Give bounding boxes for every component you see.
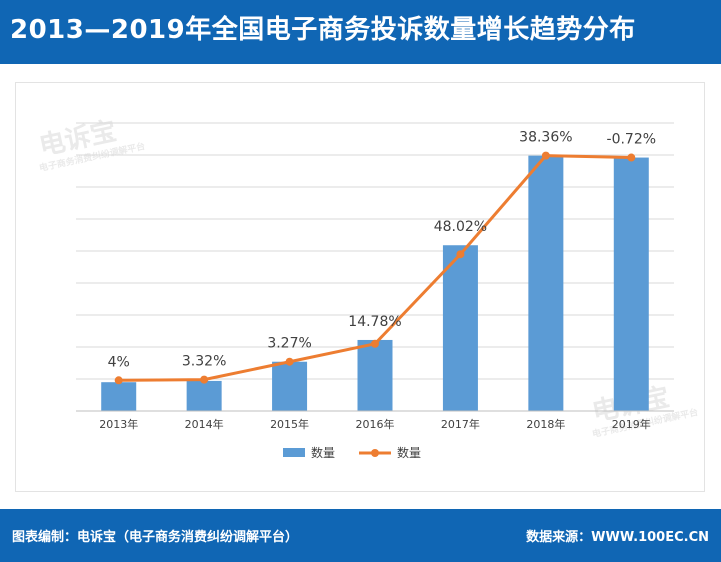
line-point <box>200 375 209 384</box>
x-tick-label: 2019年 <box>612 417 651 431</box>
bar <box>357 339 393 411</box>
bar <box>101 382 137 411</box>
chart-svg: 2013年 2014年 2015年 2016年 2017年 2018年 2019年 4% 3.… <box>76 122 674 460</box>
data-label: 3.32% <box>182 354 226 370</box>
header-banner: 2013—2019年全国电子商务投诉数量增长趋势分布 <box>0 0 721 64</box>
data-label: 14.78% <box>348 314 401 330</box>
bar <box>186 380 222 411</box>
bar <box>613 157 649 411</box>
x-tick-label: 2016年 <box>356 417 395 431</box>
line-point <box>371 339 379 348</box>
line-point <box>627 153 636 162</box>
page-title: 2013—2019年全国电子商务投诉数量增长趋势分布 <box>10 15 636 45</box>
line-point <box>114 376 123 385</box>
x-tick-label: 2015年 <box>270 417 309 431</box>
data-label: 3.27% <box>267 336 311 352</box>
legend-marker <box>371 449 379 457</box>
data-label: -0.72% <box>607 132 657 148</box>
footer-banner: 图表编制：电诉宝（电子商务消费纠纷调解平台） 数据来源：WWW.100EC.CN <box>0 509 721 562</box>
x-tick-label: 2014年 <box>185 417 224 431</box>
chart-panel: 电诉宝 电子商务消费纠纷调解平台 电诉宝 电子商务消费纠纷调解平台 2013年2… <box>15 82 705 492</box>
data-source: 数据来源：WWW.100EC.CN <box>526 530 709 545</box>
data-label: 38.36% <box>519 130 572 146</box>
bar <box>272 361 308 411</box>
legend-swatch-bar <box>283 448 305 457</box>
line-point <box>541 151 550 160</box>
chart-credit: 图表编制：电诉宝（电子商务消费纠纷调解平台） <box>12 530 299 545</box>
x-tick-label: 2017年 <box>441 417 480 431</box>
x-tick-label: 2013年 <box>99 417 138 431</box>
legend-label-bar: 数量 <box>311 445 335 460</box>
legend-label-line: 数量 <box>397 445 421 460</box>
x-tick-label: 2018年 <box>526 417 565 431</box>
bar <box>528 155 564 411</box>
line-point <box>456 250 465 259</box>
bar <box>442 245 478 411</box>
data-label: 48.02% <box>434 219 487 235</box>
data-label: 4% <box>108 354 130 370</box>
line-point <box>285 357 294 366</box>
